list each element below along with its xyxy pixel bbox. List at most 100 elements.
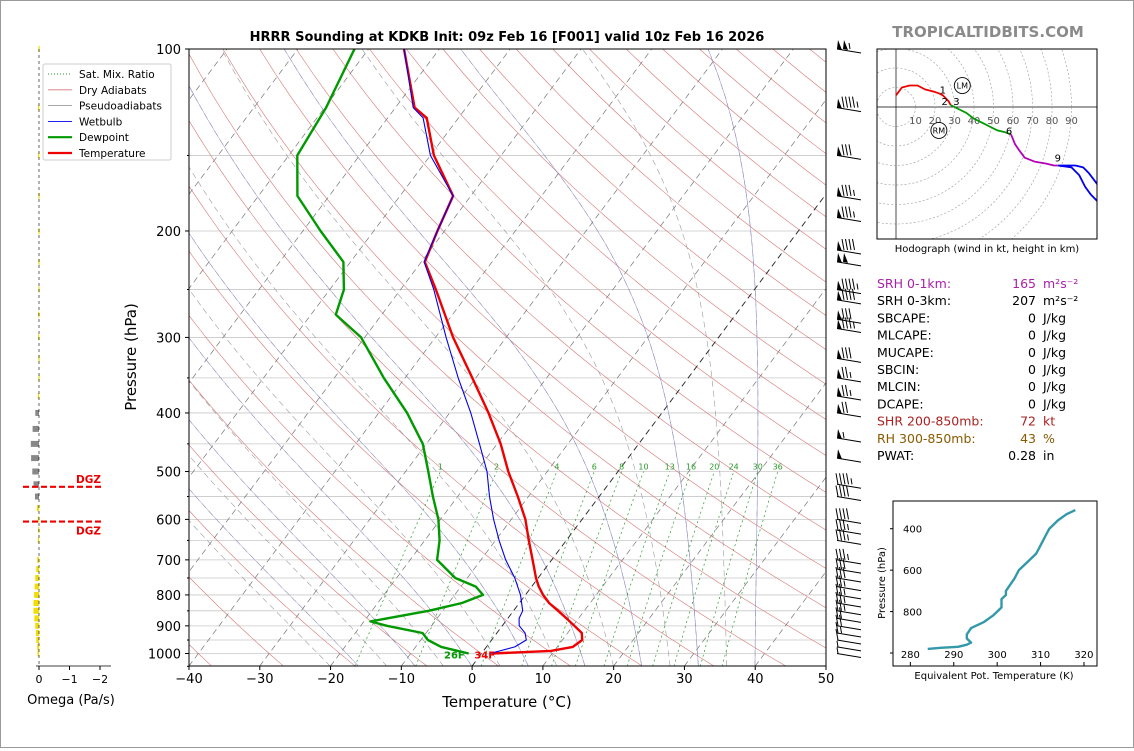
dry-adiabat <box>369 49 826 456</box>
barb-staff <box>836 539 862 545</box>
barb-flag <box>837 403 842 414</box>
hodo-trace <box>895 84 952 106</box>
mixing-ratio-label: 13 <box>665 463 675 472</box>
wind-barb <box>836 308 862 324</box>
barb-staff <box>836 653 862 658</box>
barb-half <box>853 189 855 196</box>
moist-adiabat <box>189 232 529 666</box>
wind-barb <box>835 614 862 631</box>
index-unit: J/kg <box>1042 310 1066 325</box>
omega-bar <box>36 637 39 643</box>
dgz-label: DGZ <box>76 474 101 486</box>
mixing-ratio-line <box>551 471 623 666</box>
wind-barb <box>836 647 862 658</box>
y-tick-label: 200 <box>156 225 181 240</box>
hodo-ring-label: 90 <box>1065 116 1078 127</box>
mixing-ratio-line <box>575 471 644 666</box>
barb-full <box>839 529 842 541</box>
mixing-ratio-label: 16 <box>686 463 696 472</box>
wind-barb <box>836 429 862 443</box>
profile-temperature <box>402 49 584 655</box>
index-value: 0 <box>1028 362 1036 377</box>
omega-bar <box>35 493 39 500</box>
barb-full <box>835 575 839 587</box>
omega-bar <box>38 152 40 159</box>
mixing-ratio-label: 8 <box>619 463 624 472</box>
barb-full <box>835 591 839 604</box>
dry-adiabat <box>222 49 826 609</box>
omega-bar <box>37 516 39 523</box>
index-label: MLCAPE: <box>877 328 932 343</box>
barb-full <box>848 288 852 300</box>
isotherm <box>189 49 299 195</box>
y-tick-label: 300 <box>156 331 181 346</box>
moist-adiabat <box>189 488 359 666</box>
barb-full <box>835 508 839 520</box>
barb-full <box>845 384 848 397</box>
omega-bar <box>30 440 39 447</box>
wind-barb <box>836 288 862 305</box>
barb-staff <box>836 559 862 565</box>
omega-xlabel: Omega (Pa/s) <box>27 693 115 708</box>
wind-barb <box>835 599 862 616</box>
isotherm <box>754 571 826 666</box>
dry-adiabat <box>405 49 826 420</box>
barb-half <box>849 371 852 378</box>
barb-staff <box>836 632 862 638</box>
hodo-ring-label: 40 <box>968 116 981 127</box>
barb-staff <box>836 518 862 524</box>
barb-full <box>842 558 846 570</box>
barb-flag <box>837 146 842 157</box>
omega-bar <box>37 556 39 563</box>
barb-full <box>852 238 855 251</box>
index-value: 207 <box>1012 293 1036 308</box>
barb-full <box>848 184 852 196</box>
pseudoadiabat <box>582 49 727 666</box>
mixing-ratio-line <box>626 471 692 666</box>
mixing-ratio-line <box>699 471 759 666</box>
barb-flag <box>837 290 842 301</box>
barb-full <box>848 308 852 320</box>
barb-full <box>842 548 846 560</box>
barb-full <box>841 384 845 397</box>
mixing-ratio-label: 2 <box>494 463 499 472</box>
x-tick-label: −20 <box>317 672 344 687</box>
barb-half <box>853 322 855 329</box>
omega-bar <box>34 583 39 590</box>
barb-full <box>839 508 842 520</box>
barb-staff <box>836 568 862 574</box>
y-tick-label: 600 <box>156 513 181 528</box>
storm-motion-marker <box>953 77 971 95</box>
wind-barb <box>836 347 862 363</box>
barb-full <box>839 607 842 619</box>
mixing-ratio-line <box>480 471 558 666</box>
mixing-ratio-label: 6 <box>592 463 597 472</box>
x-tick-label: 40 <box>747 672 764 687</box>
barb-full <box>841 238 845 251</box>
wind-barb <box>835 591 862 608</box>
hodo-height-label: 9 <box>1055 154 1061 165</box>
barb-half <box>848 42 851 50</box>
barb-half <box>853 211 855 218</box>
hodo-trace <box>950 104 1012 136</box>
y-tick-label: 100 <box>156 43 181 58</box>
barb-full <box>845 96 848 108</box>
pseudoadiabat <box>707 49 759 666</box>
mixing-ratio-label: 10 <box>638 463 648 472</box>
isotherm <box>825 665 826 666</box>
barb-flag <box>837 349 842 360</box>
theta-e-x-tick-label: 310 <box>1031 650 1050 661</box>
moist-adiabat <box>283 49 642 666</box>
barb-full <box>839 548 842 560</box>
index-unit: % <box>1043 431 1055 446</box>
barb-full <box>839 583 842 595</box>
index-value: 165 <box>1012 276 1036 291</box>
mixing-ratio-label: 24 <box>729 463 739 472</box>
mixing-ratio-label: 20 <box>709 463 719 472</box>
index-unit: kt <box>1043 414 1055 429</box>
barb-flag <box>843 252 848 263</box>
index-label: MLCIN: <box>877 379 921 394</box>
index-unit: J/kg <box>1042 379 1066 394</box>
wind-barb <box>836 317 862 333</box>
isotherm <box>189 49 653 666</box>
